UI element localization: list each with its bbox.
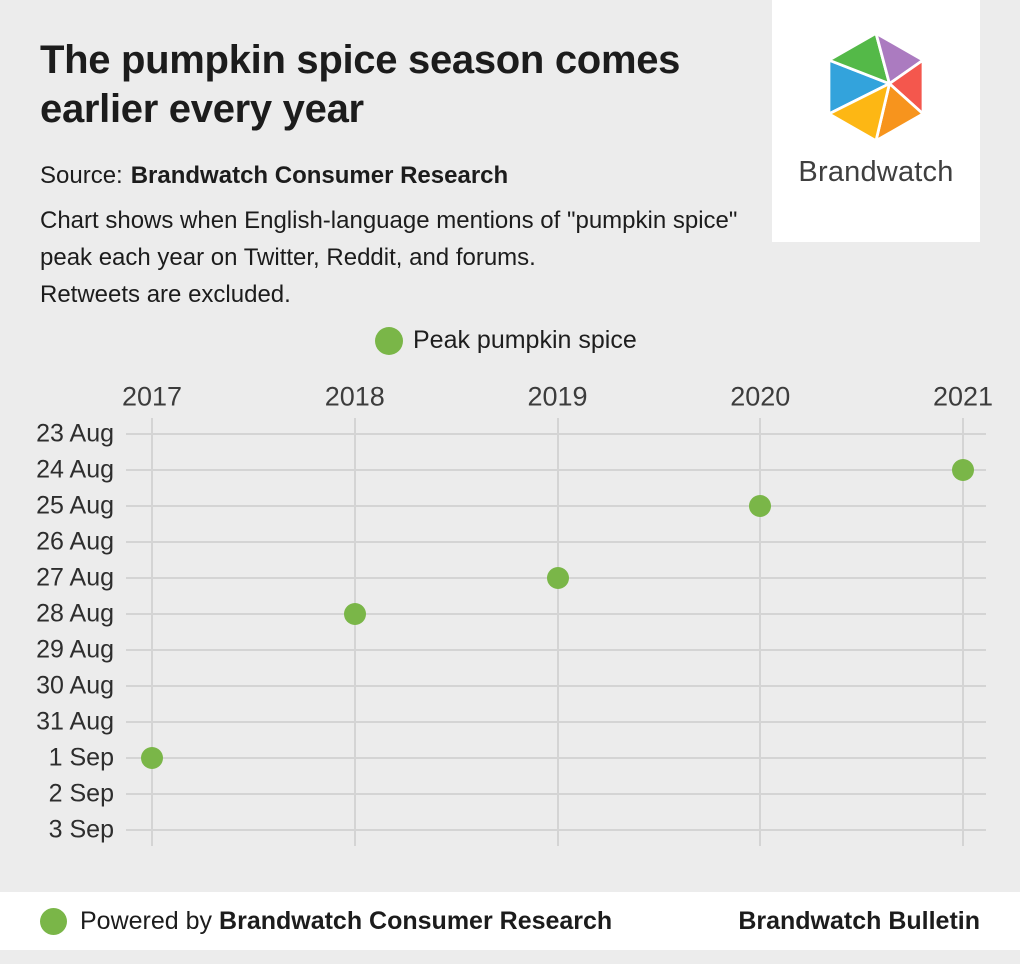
data-point (141, 747, 163, 769)
powered-by-label: Powered by (80, 906, 213, 935)
gridline-horizontal (126, 613, 986, 615)
gridline-horizontal (126, 721, 986, 723)
footer-brand-dot-icon (40, 907, 67, 935)
data-point (749, 495, 772, 517)
gridline-vertical (353, 418, 356, 846)
y-axis-label: 27 Aug (36, 563, 114, 592)
x-axis-label: 2021 (932, 381, 994, 412)
gridline-horizontal (126, 541, 986, 543)
gridline-vertical (759, 418, 762, 846)
page-title: The pumpkin spice season comes earlier e… (40, 38, 681, 131)
brandwatch-logo-icon (827, 31, 925, 143)
gridline-horizontal (126, 829, 986, 831)
gridline-horizontal (126, 685, 986, 687)
y-axis-label: 3 Sep (48, 815, 114, 844)
chart-legend: Peak pumpkin spice (375, 326, 637, 355)
description-line: peak each year on Twitter, Reddit, and f… (40, 244, 536, 271)
source-value: Brandwatch Consumer Research (130, 162, 509, 189)
gridline-horizontal (126, 649, 986, 651)
y-axis-label: 1 Sep (48, 743, 114, 772)
source-line: Source: Brandwatch Consumer Research (40, 162, 508, 190)
brandwatch-logo-box: Brandwatch (772, 0, 980, 242)
y-axis-label: 24 Aug (36, 455, 114, 484)
y-axis-label: 2 Sep (48, 779, 114, 808)
y-axis-label: 25 Aug (36, 491, 114, 520)
source-label: Source: (40, 162, 123, 189)
y-axis-label: 29 Aug (36, 635, 114, 664)
data-point (952, 459, 974, 481)
legend-label: Peak pumpkin spice (413, 326, 637, 354)
legend-marker-icon (375, 326, 403, 355)
powered-by-value: Brandwatch Consumer Research (219, 906, 613, 935)
y-axis-label: 26 Aug (36, 527, 114, 556)
gridline-horizontal (126, 433, 986, 435)
chart-description: Chart shows when English-language mentio… (40, 202, 737, 313)
gridline-horizontal (126, 793, 986, 795)
description-line: Retweets are excluded. (40, 281, 291, 308)
gridline-horizontal (126, 469, 986, 471)
y-axis-label: 23 Aug (36, 419, 114, 448)
x-axis-label: 2018 (324, 381, 385, 412)
data-point (343, 603, 366, 625)
x-axis-label: 2017 (121, 381, 183, 412)
powered-by: Powered by Brandwatch Consumer Research (80, 907, 612, 936)
footer-bar: Powered by Brandwatch Consumer Research B… (0, 892, 1020, 950)
gridline-horizontal (126, 757, 986, 759)
brandwatch-logo-text: Brandwatch (798, 156, 954, 188)
gridline-vertical (556, 418, 559, 846)
footer-brand-bulletin: Brandwatch Bulletin (738, 906, 980, 935)
y-axis-label: 30 Aug (36, 671, 114, 700)
gridline-vertical (151, 418, 153, 846)
y-axis-label: 28 Aug (36, 599, 114, 628)
x-axis-label: 2019 (527, 381, 588, 412)
description-line: Chart shows when English-language mentio… (40, 207, 738, 234)
gridline-horizontal (126, 505, 986, 507)
x-axis-label: 2020 (730, 381, 791, 412)
y-axis-label: 31 Aug (36, 707, 114, 736)
gridline-vertical (962, 418, 964, 846)
data-point (546, 567, 569, 589)
